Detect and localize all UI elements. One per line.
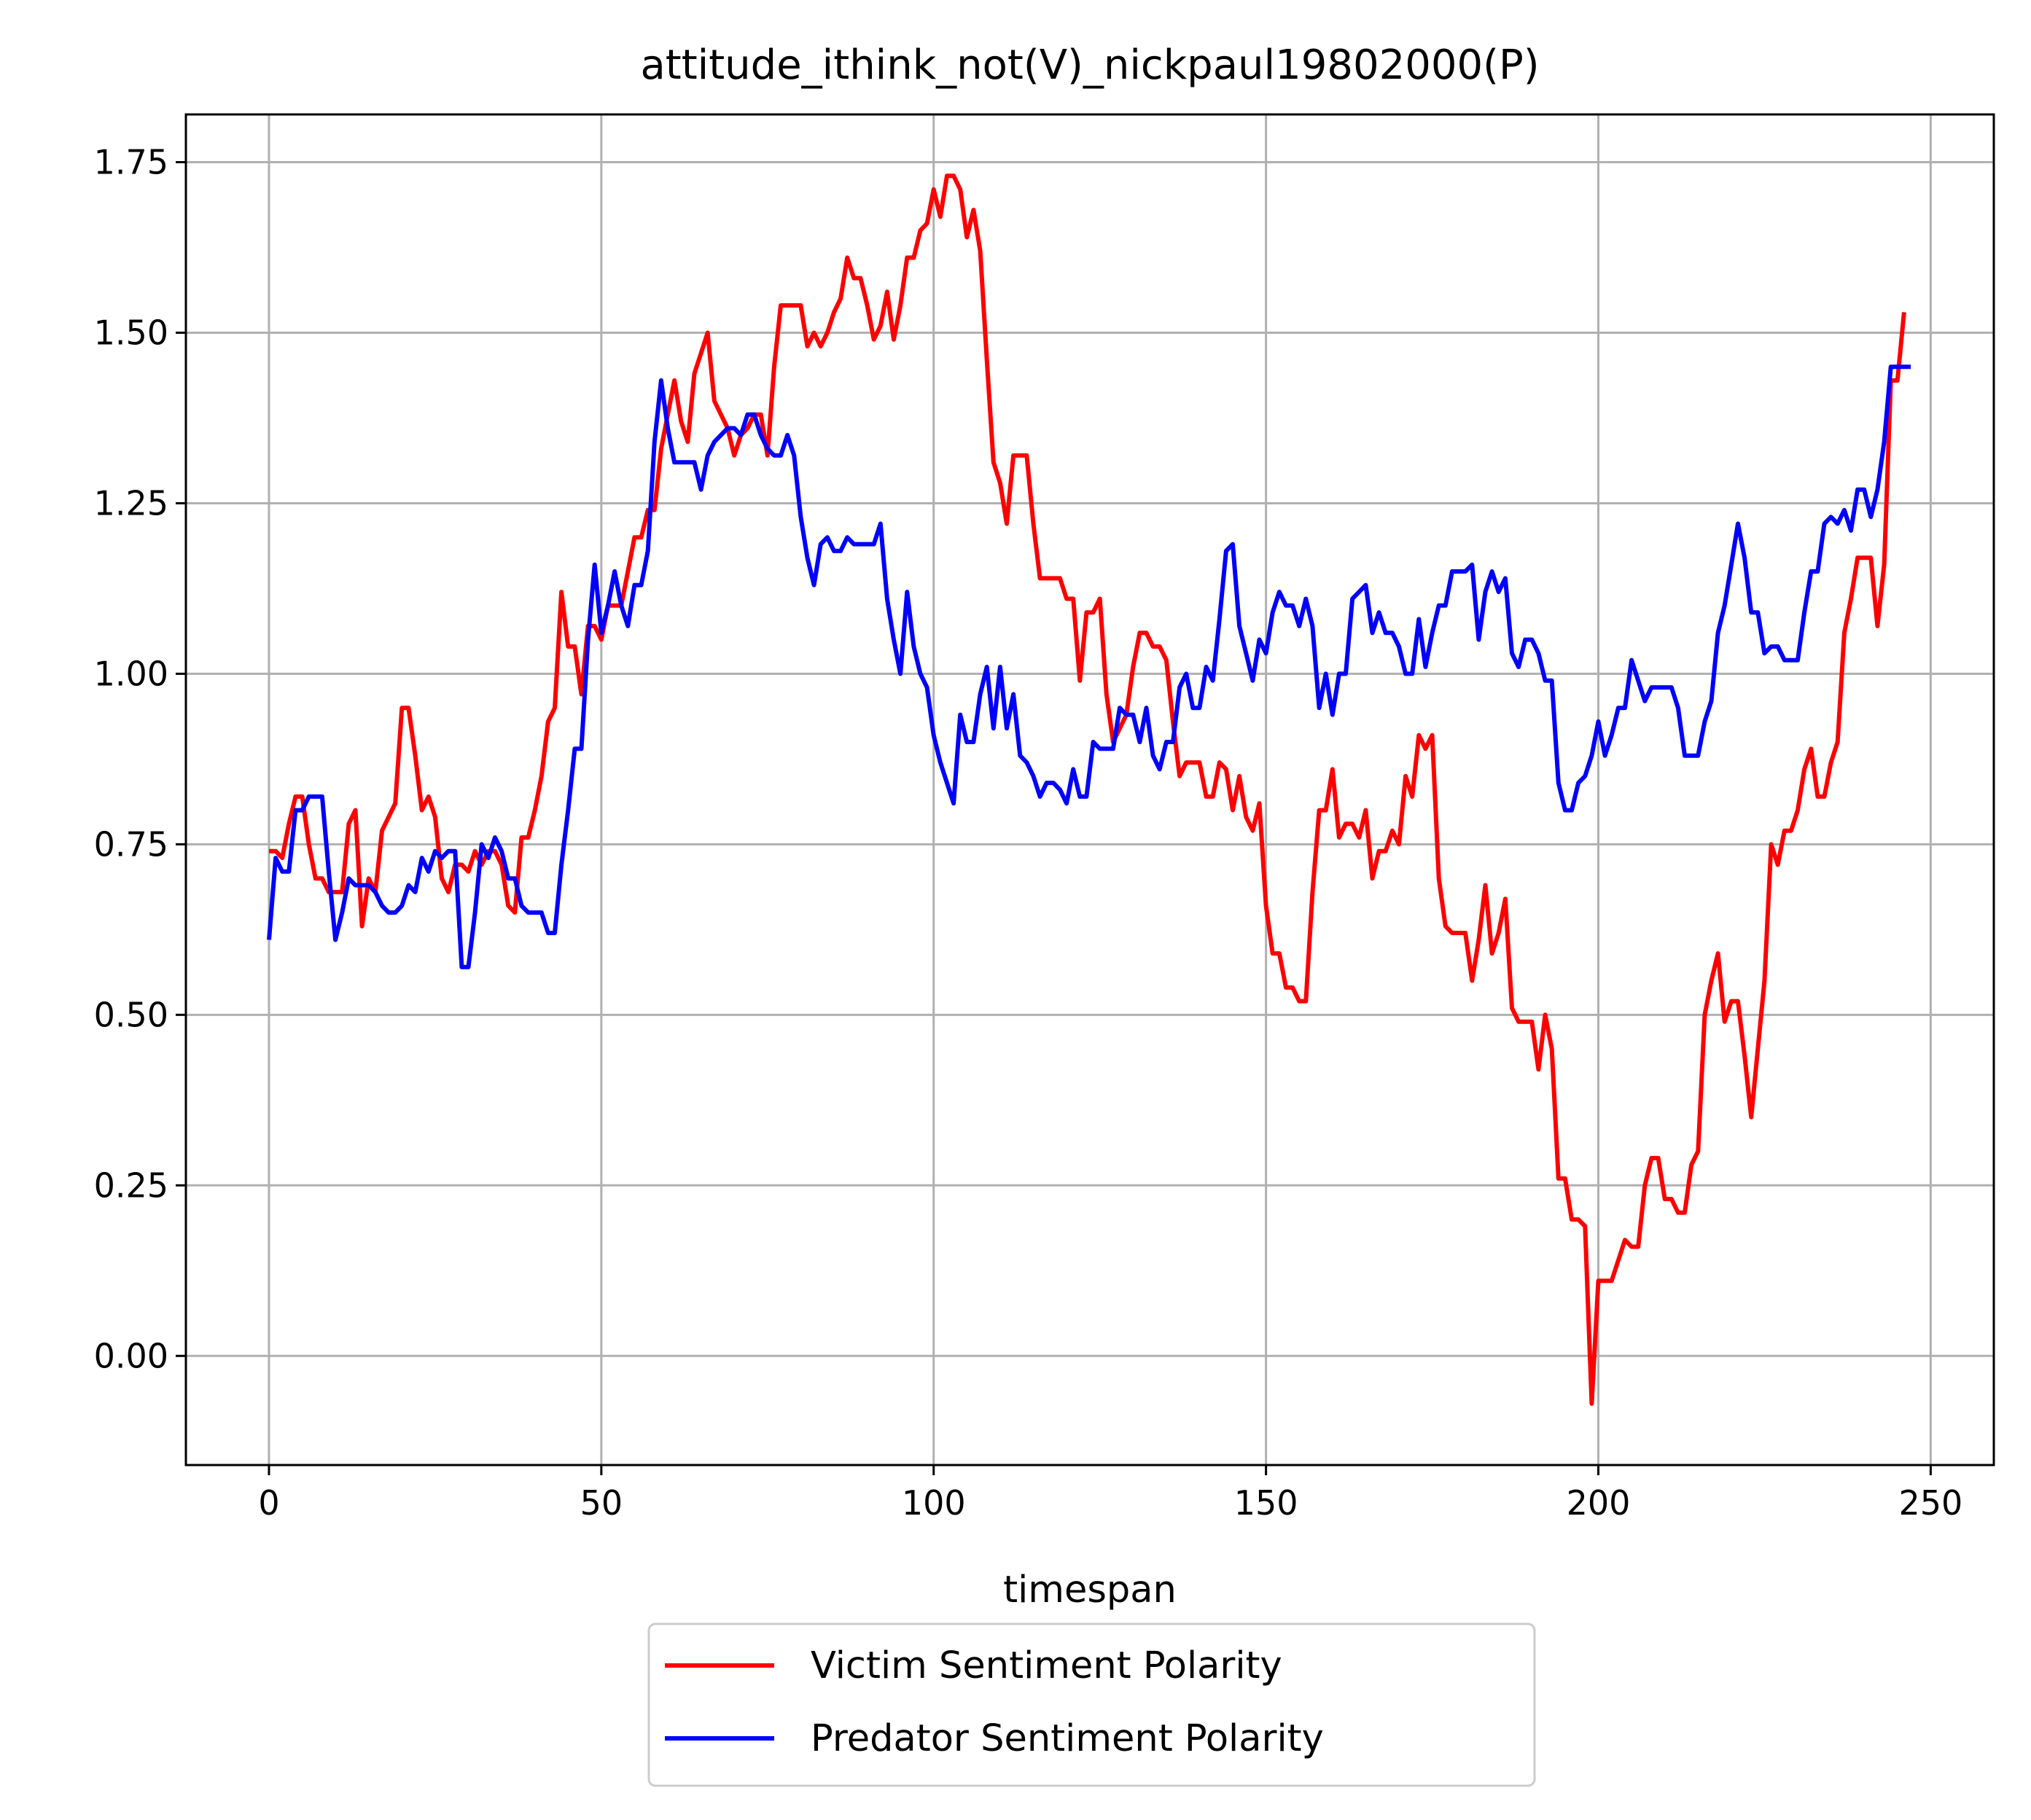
data-series — [267, 173, 1911, 1406]
y-tick-label: 1.00 — [94, 654, 168, 693]
y-tick-label: 0.75 — [94, 824, 168, 864]
y-tick-label: 0.25 — [94, 1165, 168, 1205]
y-tick-label: 1.50 — [94, 313, 168, 352]
x-tick-label: 100 — [902, 1483, 966, 1523]
chart-title: attitude_ithink_not(V)_nickpaul19802000(… — [640, 42, 1539, 89]
y-axis-ticks: 0.00 0.25 0.50 0.75 1.00 1.25 1.50 1.75 — [94, 143, 186, 1375]
plot-frame — [184, 113, 1995, 1466]
legend-label-predator: Predator Sentiment Polarity — [811, 1717, 1324, 1760]
x-tick-label: 150 — [1234, 1483, 1298, 1523]
series-line-1 — [267, 364, 1911, 969]
x-tick-label: 50 — [580, 1483, 623, 1523]
x-axis-ticks: 0 50 100 150 200 250 — [258, 1465, 1962, 1523]
x-tick-label: 0 — [258, 1483, 279, 1523]
legend-label-victim: Victim Sentiment Polarity — [811, 1644, 1282, 1687]
x-tick-label: 250 — [1898, 1483, 1962, 1523]
y-tick-label: 0.50 — [94, 995, 168, 1034]
y-tick-label: 0.00 — [94, 1336, 168, 1375]
grid-lines — [186, 114, 1994, 1465]
y-tick-label: 1.25 — [94, 483, 168, 523]
series-line-0 — [269, 173, 1906, 1406]
x-axis-label: timespan — [1003, 1569, 1177, 1612]
legend: Victim Sentiment Polarity Predator Senti… — [647, 1622, 1536, 1787]
legend-box — [647, 1622, 1536, 1787]
y-tick-label: 1.75 — [94, 143, 168, 182]
x-tick-label: 200 — [1567, 1483, 1631, 1523]
